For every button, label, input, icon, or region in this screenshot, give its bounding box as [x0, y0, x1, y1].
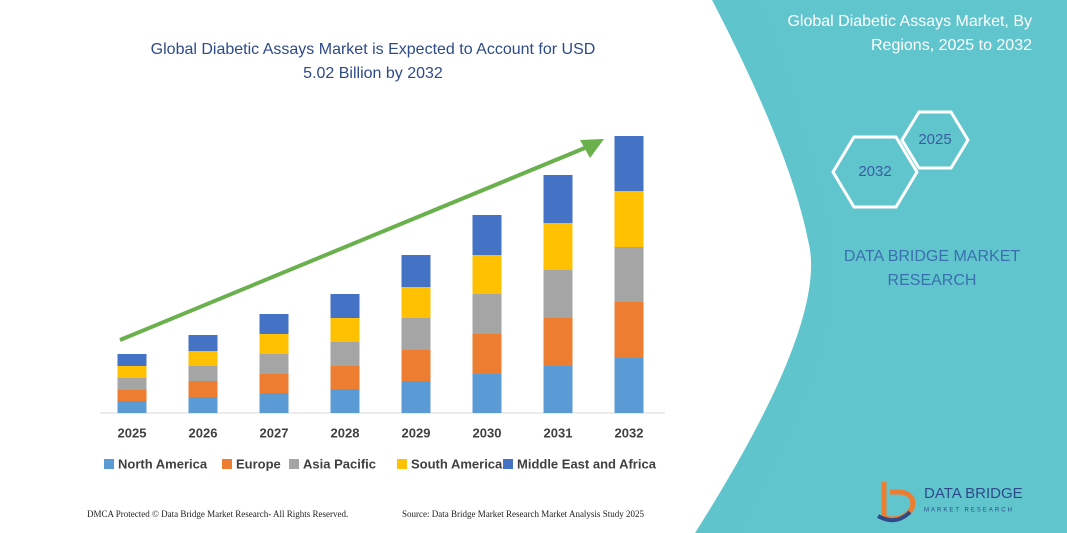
legend-swatch	[104, 459, 114, 469]
bar-segment	[543, 318, 573, 366]
legend-label: Europe	[236, 456, 281, 471]
logo: DATA BRIDGE MARKET RESEARCH	[877, 482, 1023, 523]
bar-segment	[543, 366, 573, 413]
bar-segment	[330, 294, 360, 318]
footer-text: DMCA Protected © Data Bridge Market Rese…	[87, 509, 348, 519]
x-tick-label: 2031	[544, 425, 573, 440]
legend-swatch	[289, 459, 299, 469]
bar-segment	[330, 342, 360, 366]
bar-segment	[330, 366, 360, 389]
bar-segment	[188, 381, 218, 397]
brand-text: DATA BRIDGE MARKET	[844, 248, 1021, 265]
x-tick-label: 2025	[118, 425, 147, 440]
trend-arrow	[119, 143, 593, 342]
trend-arrowhead	[580, 139, 604, 158]
bar-segment	[401, 318, 431, 350]
panel-title: Global Diabetic Assays Market, By	[787, 13, 1032, 30]
bar-segment	[117, 378, 147, 390]
chart-title: Global Diabetic Assays Market is Expecte…	[151, 41, 596, 58]
bar-segment	[472, 334, 502, 374]
bar-segment	[543, 270, 573, 318]
bar-segment	[472, 294, 502, 334]
bar-segment	[614, 136, 644, 191]
bar-segment	[614, 358, 644, 413]
hexagon-label: 2032	[858, 163, 891, 180]
legend-label: South America	[411, 456, 503, 471]
bar-segment	[543, 223, 573, 270]
bar-segment	[117, 401, 147, 413]
bar-segment	[188, 397, 218, 413]
legend-label: Asia Pacific	[303, 456, 376, 471]
bar-segment	[259, 354, 289, 374]
bar-segment	[330, 389, 360, 413]
bar-segment	[614, 302, 644, 358]
brand-text: RESEARCH	[888, 272, 977, 289]
bar-segment	[401, 255, 431, 287]
bar-segment	[188, 366, 218, 381]
bar-segment	[188, 335, 218, 351]
panel-title: Regions, 2025 to 2032	[871, 37, 1032, 54]
x-tick-label: 2032	[615, 425, 644, 440]
bar-segment	[117, 366, 147, 378]
bar-segment	[117, 354, 147, 366]
bar-segment	[401, 287, 431, 318]
hexagon	[900, 110, 970, 170]
x-tick-label: 2027	[260, 425, 289, 440]
bar-segment	[259, 393, 289, 413]
hexagon-label: 2025	[918, 131, 951, 148]
side-panel-band	[740, 0, 1067, 533]
logo-name: DATA BRIDGE	[924, 485, 1023, 502]
chart-title: 5.02 Billion by 2032	[303, 65, 443, 82]
footer-text: Source: Data Bridge Market Research Mark…	[402, 509, 644, 519]
bar-segment	[259, 334, 289, 354]
bar-segment	[614, 247, 644, 302]
bar-segment	[259, 374, 289, 393]
bar-segment	[401, 381, 431, 413]
legend-swatch	[222, 459, 232, 469]
logo-tagline: MARKET RESEARCH	[924, 508, 1014, 514]
bar-segment	[117, 390, 147, 401]
bar-segment	[614, 191, 644, 247]
bar-segment	[259, 314, 289, 334]
bar-segment	[543, 175, 573, 223]
bar-segment	[472, 215, 502, 255]
logo-mark	[877, 510, 912, 523]
x-tick-label: 2029	[402, 425, 431, 440]
bar-segment	[330, 318, 360, 342]
bar-segment	[472, 374, 502, 413]
legend-swatch	[503, 459, 513, 469]
x-tick-label: 2028	[331, 425, 360, 440]
bar-segment	[401, 350, 431, 381]
hexagon	[831, 135, 919, 209]
x-tick-label: 2030	[473, 425, 502, 440]
bar-segment	[472, 255, 502, 294]
x-tick-label: 2026	[189, 425, 218, 440]
bar-segment	[188, 351, 218, 366]
legend-swatch	[397, 459, 407, 469]
legend-label: North America	[118, 456, 208, 471]
legend-label: Middle East and Africa	[517, 456, 657, 471]
